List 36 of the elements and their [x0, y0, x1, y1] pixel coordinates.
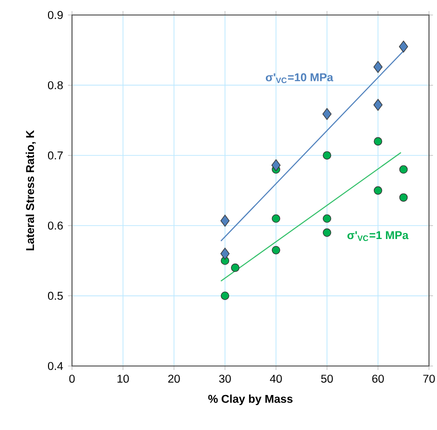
series-label: σ'$_{VC}$=1 MPa	[347, 231, 409, 242]
y-tick-label: 0.9	[48, 11, 63, 20]
y-axis-title: Lateral Stress Ratio, K	[26, 130, 36, 250]
y-tick-label: 0.6	[48, 222, 63, 230]
x-tick-label: 0	[69, 374, 75, 383]
point	[374, 186, 382, 195]
x-tick-label: 60	[372, 374, 384, 383]
point	[322, 108, 332, 120]
x-tick-label: 70	[423, 374, 435, 383]
point	[322, 214, 332, 223]
point	[272, 214, 280, 223]
point	[272, 246, 280, 254]
point	[220, 248, 230, 260]
point	[373, 98, 383, 111]
point	[322, 228, 332, 237]
x-tick-label: 50	[321, 374, 333, 383]
y-tick-label: 0.5	[48, 292, 63, 300]
x-tick-label: 10	[118, 374, 129, 383]
x-tick-label: 30	[219, 374, 231, 383]
x-tick-label: 20	[168, 374, 180, 383]
point	[373, 61, 383, 73]
point	[271, 159, 281, 172]
x-axis-title: % Clay by Mass	[208, 394, 293, 406]
y-tick-label: 0.8	[48, 81, 63, 90]
y-tick-label: 0.7	[48, 151, 63, 160]
text: σ'$_{VC}$=10 MPa	[266, 73, 334, 84]
x-tick-label: 40	[270, 374, 282, 383]
point	[374, 137, 382, 146]
point	[220, 292, 230, 300]
point	[398, 40, 408, 53]
point	[399, 165, 408, 174]
point	[220, 214, 230, 227]
point	[230, 264, 240, 272]
point	[399, 193, 408, 202]
point	[322, 151, 332, 160]
y-tick-label: 0.4	[48, 362, 63, 370]
